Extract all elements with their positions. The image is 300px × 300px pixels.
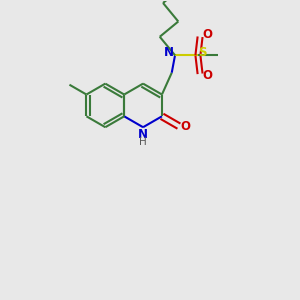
Text: N: N	[164, 46, 174, 59]
Text: N: N	[138, 128, 148, 141]
Text: O: O	[202, 28, 212, 41]
Text: O: O	[202, 69, 212, 82]
Text: S: S	[199, 46, 207, 59]
Text: H: H	[139, 137, 147, 147]
Text: O: O	[181, 120, 191, 133]
